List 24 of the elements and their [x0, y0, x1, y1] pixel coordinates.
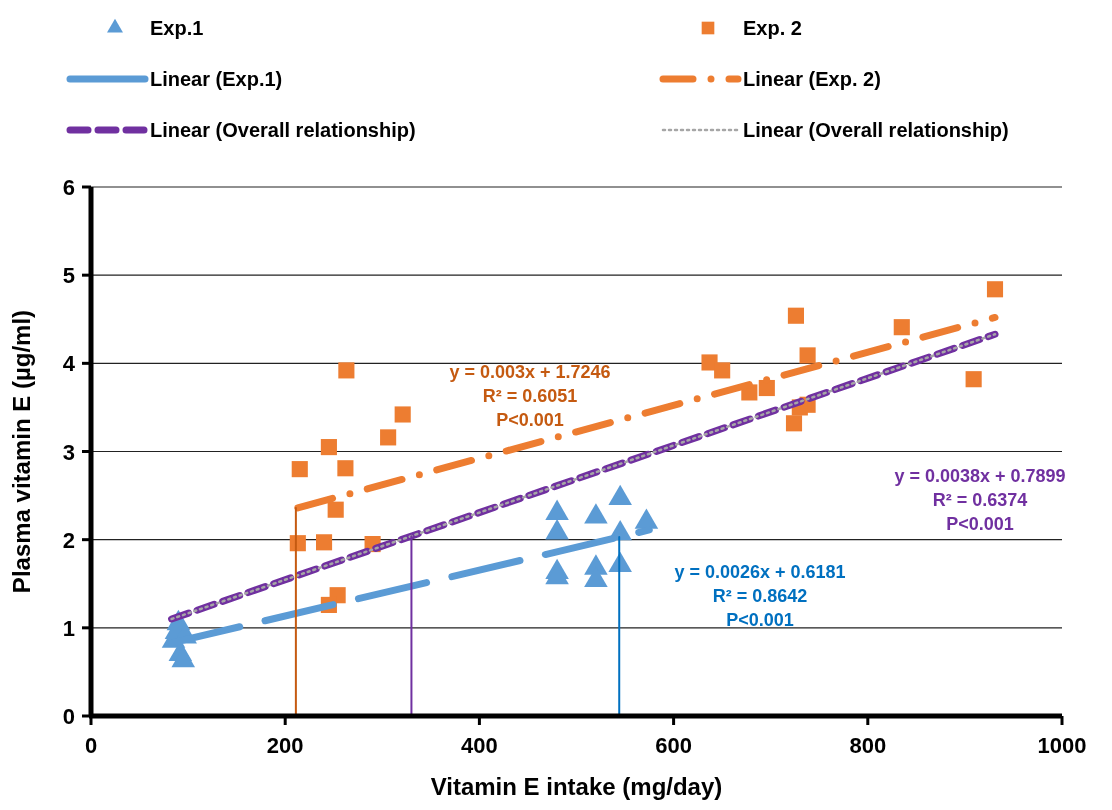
legend-label: Linear (Overall relationship)	[743, 119, 1009, 141]
y-axis-title: Plasma vitamin E (µg/ml)	[8, 309, 35, 594]
y-tick-label: 0	[62, 704, 75, 729]
y-tick-label: 4	[62, 351, 76, 377]
annotation: y = 0.0026x + 0.6181 R² = 0.8642 P<0.001	[674, 562, 846, 630]
annotation: y = 0.0038x + 0.7899 R² = 0.6374 P<0.001	[894, 466, 1066, 534]
y-tick-label: 6	[62, 175, 75, 200]
legend-label: Exp. 2	[743, 17, 802, 39]
x-tick-label: 800	[849, 733, 887, 758]
legend-label: Linear (Exp. 2)	[743, 68, 881, 90]
x-tick-label: 1000	[1037, 733, 1087, 758]
x-tick-label: 400	[461, 733, 498, 758]
legend-label: Linear (Overall relationship)	[150, 119, 416, 141]
x-tick-label: 0	[84, 733, 98, 758]
y-tick-label: 1	[62, 615, 75, 641]
y-tick-label: 2	[62, 527, 75, 553]
y-tick-label: 5	[62, 263, 75, 289]
x-tick-label: 200	[266, 733, 304, 758]
x-tick-label: 600	[655, 733, 692, 758]
annotation: y = 0.003x + 1.7246 R² = 0.6051 P<0.001	[449, 362, 611, 430]
y-tick-label: 3	[62, 439, 75, 465]
legend-label: Exp.1	[150, 17, 204, 39]
legend-label: Linear (Exp.1)	[150, 68, 283, 90]
x-axis-title: Vitamin E intake (mg/day)	[430, 773, 723, 800]
